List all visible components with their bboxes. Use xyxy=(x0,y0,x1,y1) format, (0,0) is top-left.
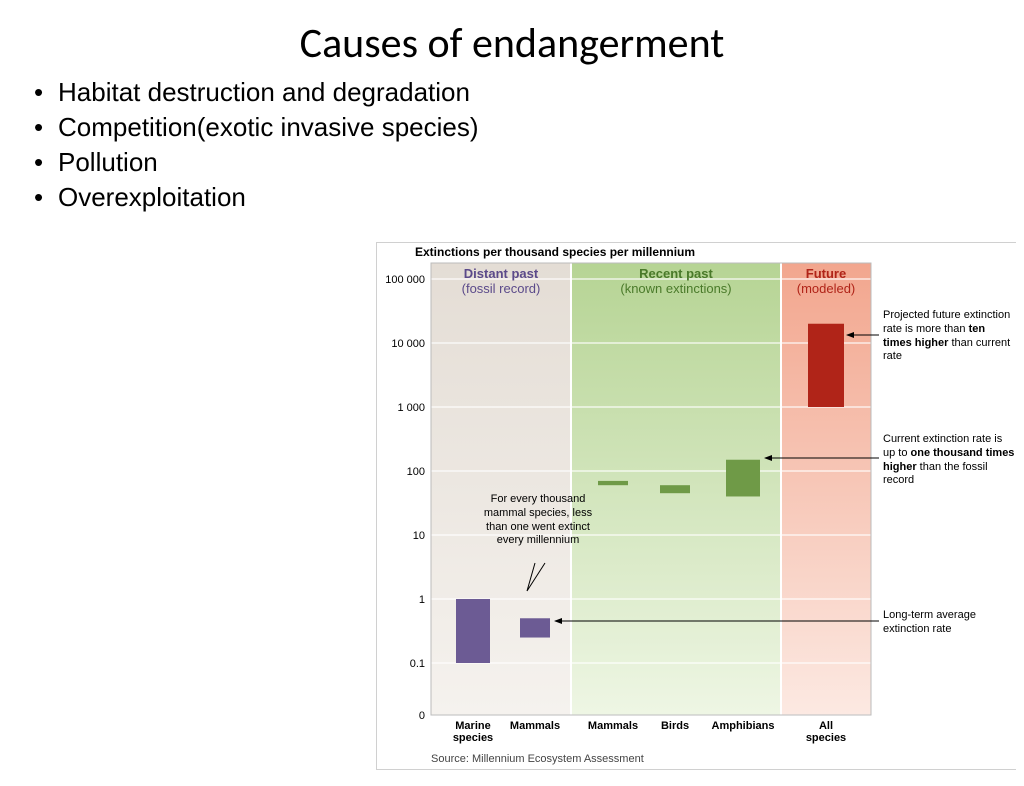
svg-text:0: 0 xyxy=(419,710,425,722)
chart-title: Extinctions per thousand species per mil… xyxy=(415,245,695,259)
svg-text:Amphibians: Amphibians xyxy=(712,720,775,732)
bullet-item: Pollution xyxy=(30,147,1024,178)
svg-text:Mammals: Mammals xyxy=(510,720,560,732)
annot-fossil: For every thousand mammal species, less … xyxy=(483,493,593,548)
svg-text:1: 1 xyxy=(419,594,425,606)
bullet-item: Competition(exotic invasive species) xyxy=(30,112,1024,143)
panel-header-future: Future(modeled) xyxy=(781,267,871,297)
svg-text:10 000: 10 000 xyxy=(391,338,425,350)
chart-source: Source: Millennium Ecosystem Assessment xyxy=(431,753,644,765)
annot-longterm: Long-term average extinction rate xyxy=(883,609,1011,637)
svg-text:Allspecies: Allspecies xyxy=(806,720,846,744)
svg-text:0.1: 0.1 xyxy=(410,658,425,670)
svg-text:10: 10 xyxy=(413,530,425,542)
svg-text:100 000: 100 000 xyxy=(385,274,425,286)
annot-future: Projected future extinction rate is more… xyxy=(883,309,1011,364)
panel-header-distant: Distant past(fossil record) xyxy=(431,267,571,297)
slide-title: Causes of endangerment xyxy=(0,18,1024,69)
svg-text:1 000: 1 000 xyxy=(397,402,425,414)
svg-text:100: 100 xyxy=(407,466,425,478)
annot-current: Current extinction rate is up to one tho… xyxy=(883,433,1015,488)
bullet-item: Overexploitation xyxy=(30,182,1024,213)
svg-text:Birds: Birds xyxy=(661,720,689,732)
svg-text:Mammals: Mammals xyxy=(588,720,638,732)
svg-text:Marinespecies: Marinespecies xyxy=(453,720,493,744)
chart-plot: Distant past(fossil record)Recent past(k… xyxy=(431,263,871,715)
bullet-list: Habitat destruction and degradation Compe… xyxy=(30,77,1024,213)
bullet-item: Habitat destruction and degradation xyxy=(30,77,1024,108)
panel-header-recent: Recent past(known extinctions) xyxy=(571,267,781,297)
extinction-chart: Extinctions per thousand species per mil… xyxy=(376,242,1016,770)
